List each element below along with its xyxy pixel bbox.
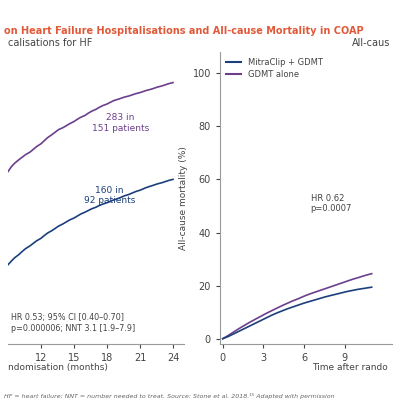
Text: HF = heart failure; NNT = number needed to treat. Source: Stone et al. 2018.¹⁵ A: HF = heart failure; NNT = number needed … <box>4 393 335 399</box>
Y-axis label: All-cause mortality (%): All-cause mortality (%) <box>180 146 188 250</box>
Text: 160 in
92 patients: 160 in 92 patients <box>84 186 135 205</box>
Text: on Heart Failure Hospitalisations and All-cause Mortality in COAP: on Heart Failure Hospitalisations and Al… <box>4 26 364 36</box>
Text: calisations for HF: calisations for HF <box>8 38 92 48</box>
Text: ndomisation (months): ndomisation (months) <box>8 363 108 372</box>
Text: All-caus: All-caus <box>352 38 390 48</box>
Text: HR 0.62
p=0.0007: HR 0.62 p=0.0007 <box>311 194 352 213</box>
Text: 283 in
151 patients: 283 in 151 patients <box>92 113 149 133</box>
Legend: MitraClip + GDMT, GDMT alone: MitraClip + GDMT, GDMT alone <box>224 56 324 81</box>
Text: Time after rando: Time after rando <box>312 363 388 372</box>
Text: HR 0.53; 95% CI [0.40–0.70]
p=0.000006; NNT 3.1 [1.9–7.9]: HR 0.53; 95% CI [0.40–0.70] p=0.000006; … <box>11 314 136 333</box>
